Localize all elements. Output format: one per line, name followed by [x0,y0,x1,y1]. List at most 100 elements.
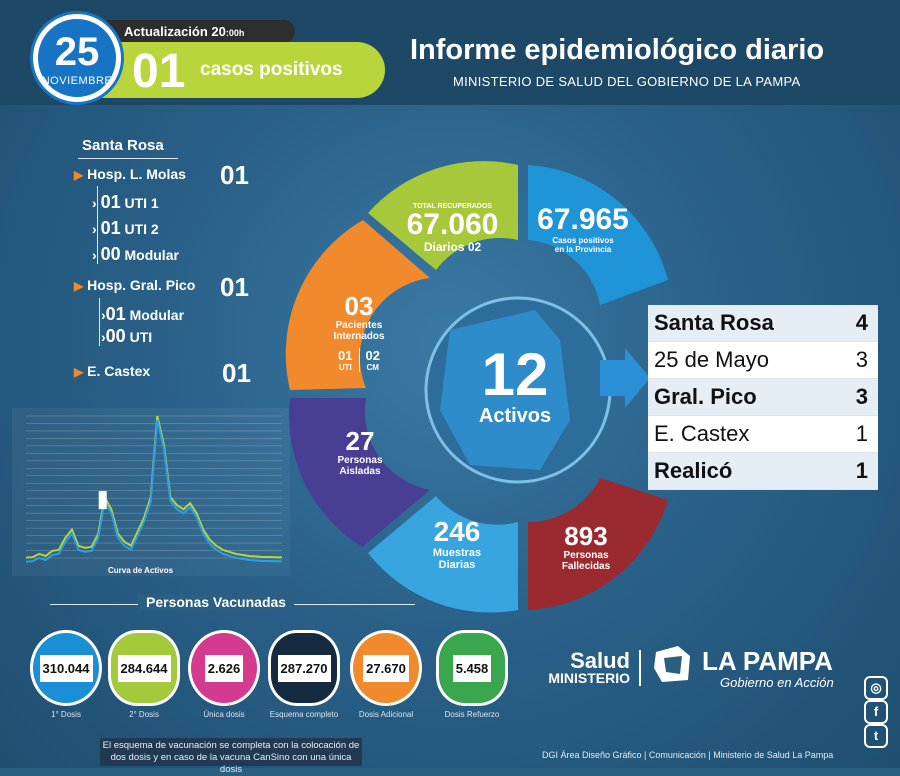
chevron-icon: › [92,221,97,237]
divider [78,158,178,159]
segment-deaths [528,478,668,610]
table-row: Santa Rosa 4 [648,305,878,342]
vaccine-value: 287.270 [277,654,331,682]
locality-count: 1 [855,421,868,446]
cm-label: CM [366,363,379,372]
uti-label: UTI [338,363,352,372]
modular-count: 00 [100,244,121,264]
locality-count: 3 [855,384,868,409]
twitter-icon[interactable]: t [864,724,888,748]
locality-count: 3 [855,347,868,372]
instagram-icon[interactable]: ◎ [864,676,888,700]
vaccine-value: 27.670 [363,654,409,682]
segment-isolated [289,398,430,547]
vaccine-badge: 5.458 [436,630,508,706]
active-curve-chart: Curva de Activos [12,408,290,576]
deaths-value: 893 [564,521,608,551]
samples-label: Diarias [438,559,476,571]
isolated-label: Personas [337,455,383,466]
uti-label: UTI [129,329,153,345]
vaccine-value: 5.458 [452,654,492,682]
hospitalized-value: 03 [344,291,374,321]
isolated-value: 27 [345,426,375,456]
vaccines-title: Personas Vacunadas [138,594,295,610]
vaccine-note: El esquema de vacunación se completa con… [100,738,362,775]
date-month: NOVIEMBRE [41,75,113,87]
segment-samples [368,496,518,613]
vaccine-label: Esquema completo [269,710,339,719]
uti1-count: 01 [100,192,121,212]
uti-count: 00 [105,326,126,346]
salud-logo-text: Salud [570,648,630,673]
page-title: Informe epidemiológico diario [410,34,825,66]
hospital-count: 01 [222,358,251,388]
vaccine-badge: 310.044 [30,630,102,706]
positives-value: 67.965 [537,203,629,236]
la-pampa-logo-text: LA PAMPA [702,646,833,676]
uti2-label: UTI 2 [124,221,159,237]
active-panel: 12 Activos [455,345,575,428]
facebook-icon[interactable]: f [864,700,888,724]
triangle-icon: ▶ [74,279,84,293]
segment-recovered [368,161,518,270]
vaccine-card: 5.458 Dosis Refuerzo [436,630,508,719]
triangle-icon: ▶ [74,365,84,379]
arrow-icon [600,348,650,408]
vaccine-card: 27.670 Dosis Adicional [350,630,422,719]
samples-label: Muestras [432,547,482,559]
tree-line [99,298,100,346]
la-pampa-emblem-icon [648,640,696,688]
hospital-name: Hosp. L. Molas [87,166,186,182]
hospitalized-label: Pacientes [335,320,383,331]
divider [639,650,641,686]
cm-count: 02 [365,348,380,363]
vaccine-badge: 284.644 [108,630,180,706]
footer-credit: DGI Área Diseño Gráfico | Comunicación |… [542,750,834,760]
hospital-count: 01 [220,272,249,302]
chevron-icon: › [92,247,97,263]
locality-name: Gral. Pico [654,384,757,409]
locality-name: Realicó [654,458,733,483]
positives-panel: 67.965 Casos positivos en la Provincia [528,203,638,255]
active-value: 12 [481,341,549,408]
samples-panel: 246 Muestras Diarias [412,516,502,572]
modular-label: Modular [129,307,185,323]
marker [98,491,107,510]
ministerio-logo-text: MINISTERIO [548,670,630,686]
deaths-label: Personas [563,550,609,561]
chevron-icon: › [101,329,106,345]
segment-positives [528,165,668,305]
hospitalized-panel: 03 Pacientes Internados 01 UTI 02 CM [320,292,398,372]
samples-value: 246 [433,516,481,547]
uti1-label: UTI 1 [124,195,159,211]
table-row: E. Castex 1 [648,416,878,453]
vaccine-value: 284.644 [117,654,171,682]
page-subtitle: MINISTERIO DE SALUD DEL GOBIERNO DE LA P… [453,74,801,89]
gobierno-logo-text: Gobierno en Acción [720,675,834,690]
region-label: Santa Rosa [82,137,164,154]
vaccine-label: 2° Dosis [129,710,159,719]
vaccine-badge: 287.270 [268,630,340,706]
positives-label: Casos positivos [552,236,614,245]
date-day: 25 [54,30,100,74]
uti2-count: 01 [100,218,121,238]
series-line [25,419,283,563]
vaccine-badge: 27.670 [350,630,422,706]
hospital-name: Hosp. Gral. Pico [87,277,196,293]
vaccine-card: 284.644 2° Dosis [108,630,180,719]
vaccine-value: 2.626 [204,654,244,682]
vaccine-value: 310.044 [39,654,93,682]
isolated-label: Aisladas [339,466,381,477]
deaths-label: Fallecidas [561,561,611,572]
uti-count: 01 [338,348,353,363]
modular-label: Modular [124,247,179,263]
locality-count: 4 [855,310,868,335]
recovered-value: 67.060 [406,208,499,241]
segment-hospitalized [285,220,430,390]
province-map-icon [440,310,570,470]
active-label: Activos [478,405,552,427]
modular-count: 01 [105,304,126,324]
cases-label: casos positivos [200,59,343,80]
update-pill: Actualización 20:00h [100,20,295,43]
